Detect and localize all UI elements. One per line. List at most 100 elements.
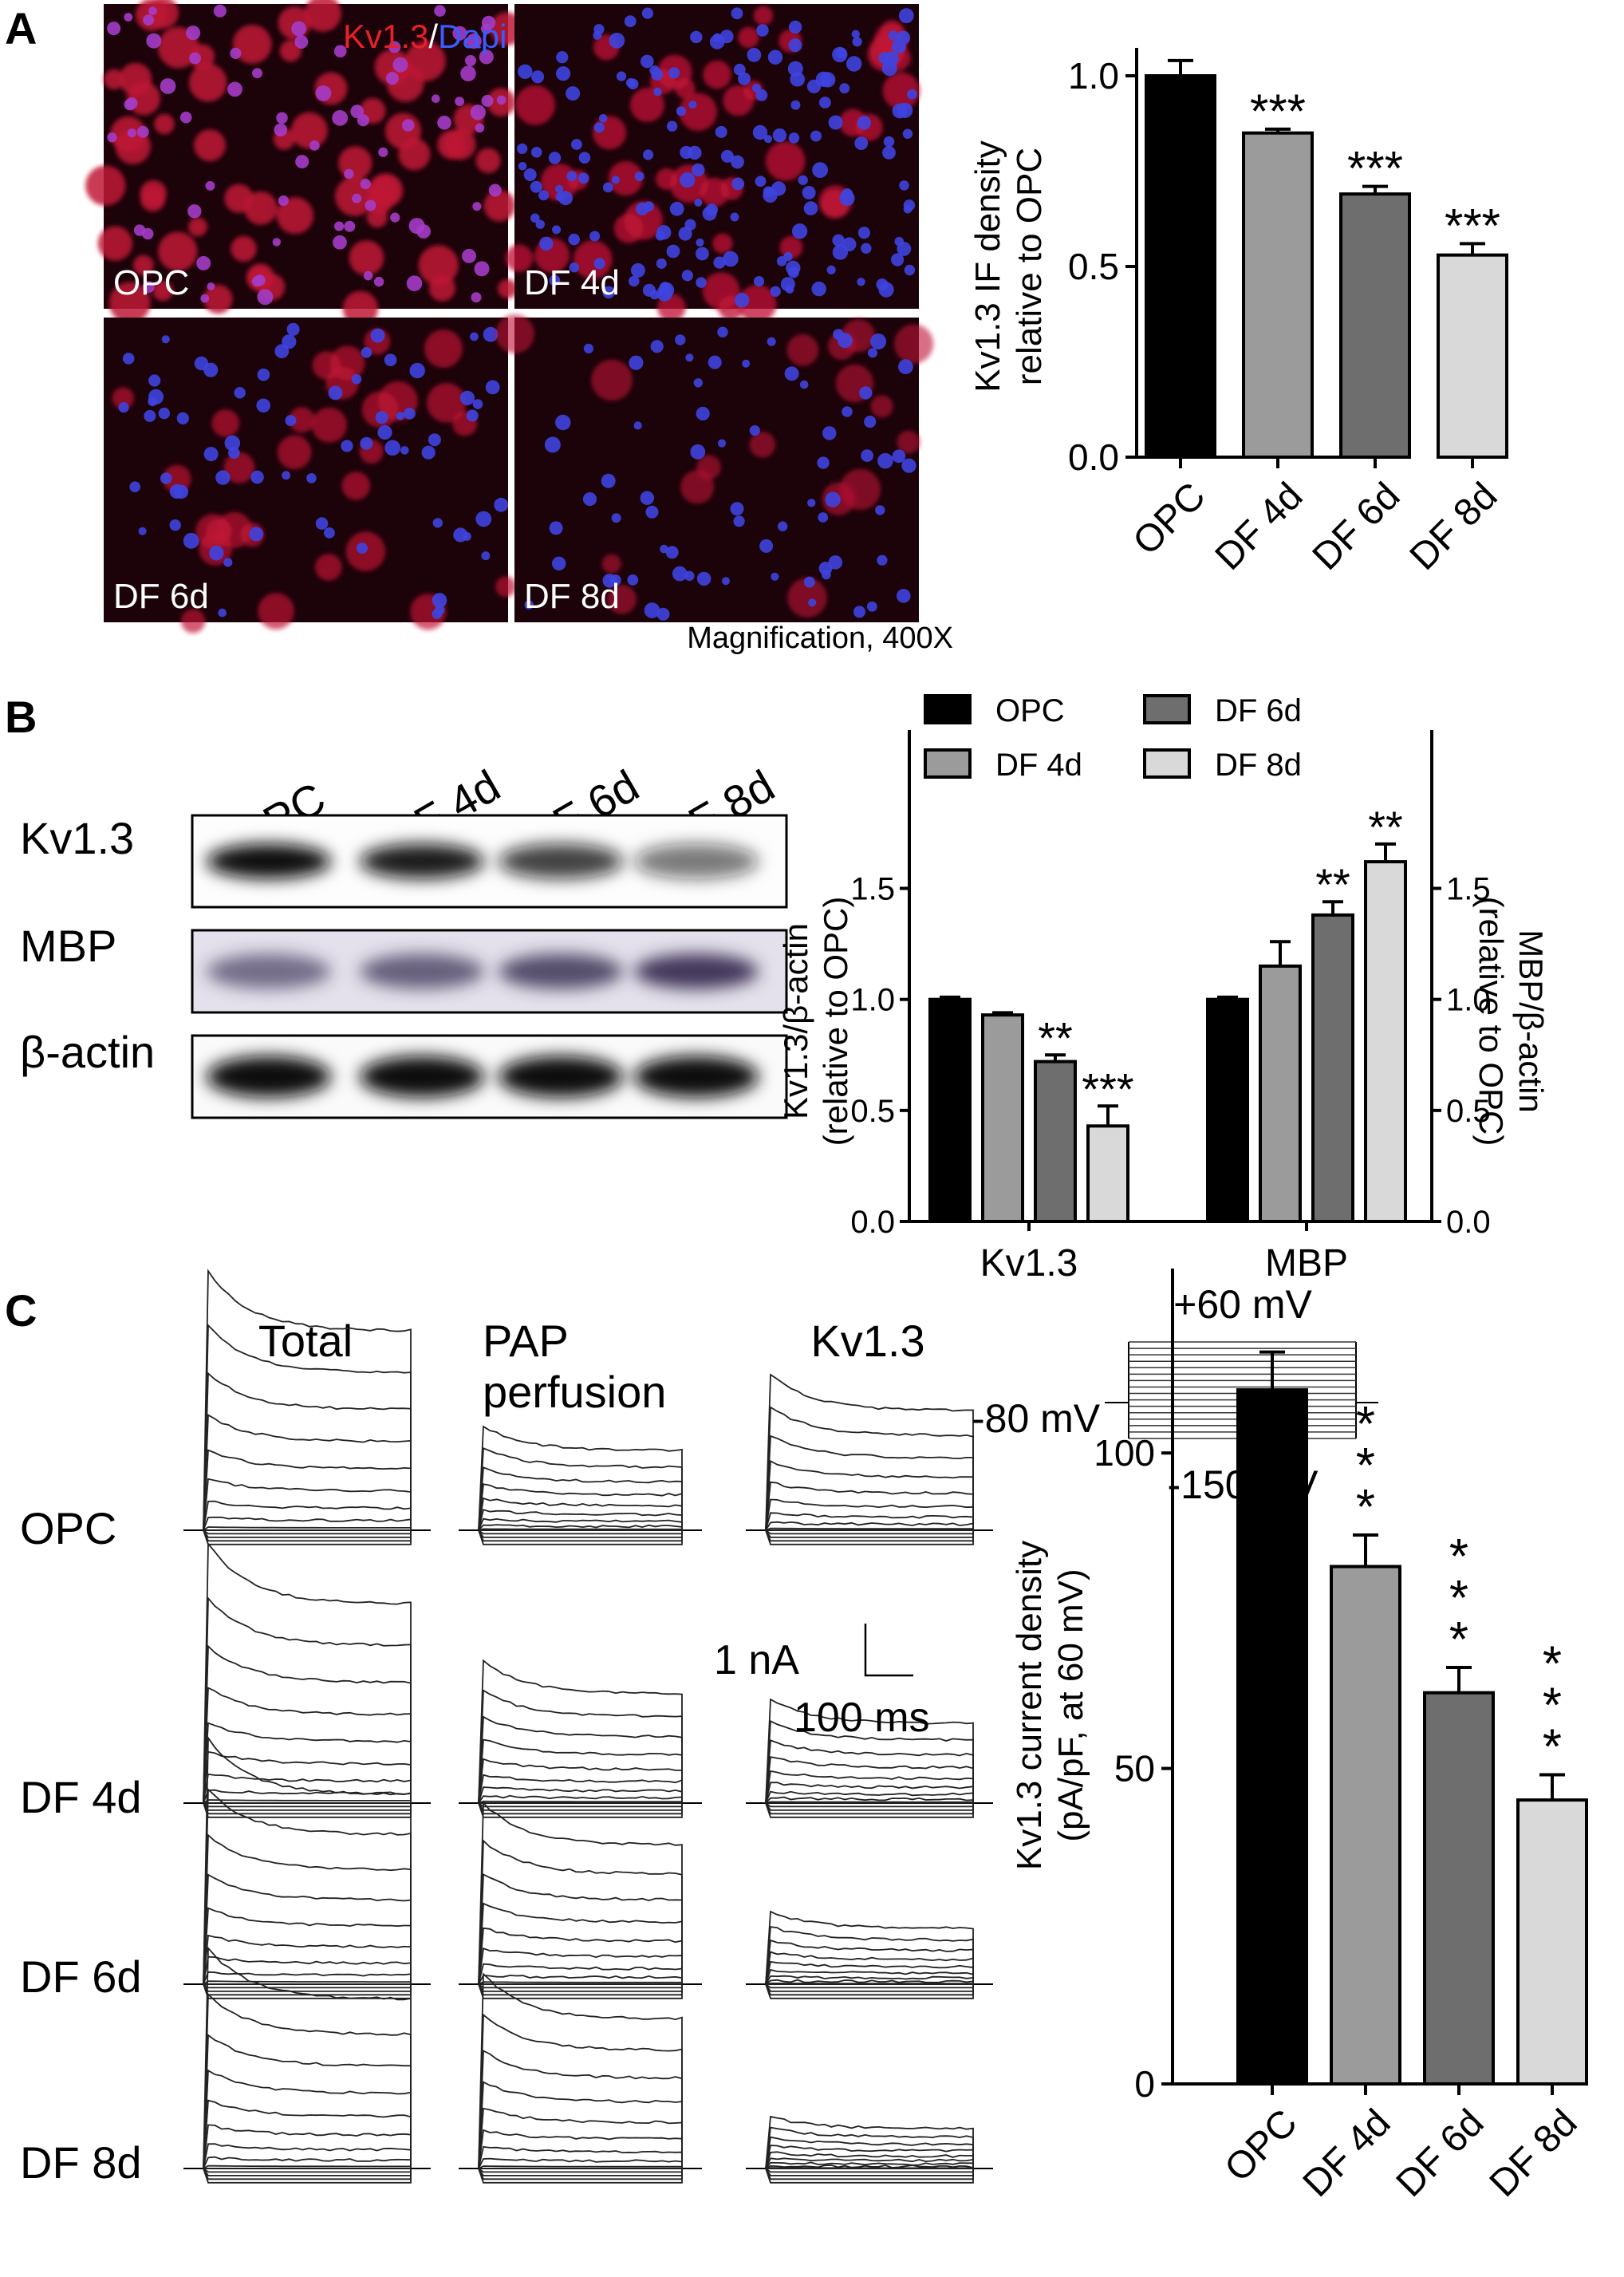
micrograph-label: OPC xyxy=(113,263,189,302)
x-tick-label: DF 6d xyxy=(1389,2101,1492,2205)
significance-stars: ** xyxy=(1315,859,1350,910)
legend-label: OPC xyxy=(995,693,1065,728)
significance-stars: *** xyxy=(1250,85,1306,138)
scale-bar xyxy=(864,1624,913,1677)
panel-letter-a: A xyxy=(5,3,37,53)
y-tick-label: 1.5 xyxy=(850,872,895,907)
stain-label-sep: / xyxy=(428,18,438,55)
y-axis-label-right: MBP/β-actin(relative to OPC) xyxy=(1472,897,1550,1146)
scale-current-label: 1 nA xyxy=(714,1637,799,1683)
scale-time-label: 100 ms xyxy=(794,1695,930,1741)
bar xyxy=(1437,253,1508,459)
legend-label: DF 4d xyxy=(995,748,1082,783)
y-tick-label-right: 1.0 xyxy=(1446,983,1491,1018)
trace-set xyxy=(183,1541,431,1818)
micrograph-label: DF 4d xyxy=(524,263,620,302)
y-tick-label-right: 0.5 xyxy=(1446,1094,1491,1129)
bar xyxy=(1423,1691,1495,2086)
legend-label: DF 8d xyxy=(1215,748,1302,783)
micrograph-tile: OPC xyxy=(85,0,524,327)
significance-stars: *** xyxy=(1356,1397,1375,1535)
micrograph-grid: OPC DF 4d DF 6d DF 8d xyxy=(85,0,934,633)
bar xyxy=(1236,1388,1308,2086)
bar xyxy=(1311,913,1354,1224)
x-tick-label: MBP xyxy=(1265,1242,1348,1285)
blot-band xyxy=(499,1056,623,1098)
bar xyxy=(928,997,972,1223)
stain-label-blue: Dapi xyxy=(438,18,507,55)
chart-b-blot-quantification: 0.0 0.00.5 0.51.0 1.01.5 1.5*****Kv1.3****MB… xyxy=(777,693,1550,1285)
y-tick-label: 0.5 xyxy=(1068,246,1119,287)
bar xyxy=(1330,1565,1401,2086)
current-traces: Total PAP perfusion Kv1.3 OPC DF 4d DF 6d DF 8d… xyxy=(20,1269,993,2188)
blot-band xyxy=(207,953,331,989)
blot-band xyxy=(207,843,331,879)
trace-set xyxy=(183,1735,431,1999)
blot-band xyxy=(634,953,759,989)
significance-stars: *** xyxy=(1543,1636,1562,1774)
x-tick-label: DF 4d xyxy=(1208,475,1311,578)
blot-band xyxy=(634,1056,759,1098)
x-tick-label: DF 6d xyxy=(1305,475,1409,578)
blot-band xyxy=(634,843,759,879)
significance-stars: *** xyxy=(1347,142,1403,195)
trace-row-label: DF 6d xyxy=(20,1951,142,2002)
trace-set xyxy=(459,1972,702,2184)
trace-row-label: DF 4d xyxy=(20,1772,142,1822)
significance-stars: *** xyxy=(1082,1064,1133,1114)
panel-letter-b: B xyxy=(5,692,37,742)
y-tick-label: 50 xyxy=(1114,1748,1155,1790)
legend-label: DF 6d xyxy=(1215,693,1302,728)
blot-band xyxy=(499,843,623,879)
x-tick-label: DF 8d xyxy=(1402,475,1506,578)
micrograph-label: DF 6d xyxy=(113,577,209,616)
y-tick-label-right: 0.0 xyxy=(1446,1205,1491,1240)
trace-set xyxy=(746,2115,993,2184)
trace-set xyxy=(746,1698,993,1818)
blot-row xyxy=(191,929,788,1014)
legend-item: DF 8d xyxy=(1143,748,1302,783)
micrograph-label: DF 8d xyxy=(524,577,620,616)
legend-item: DF 6d xyxy=(1143,693,1302,728)
voltage-protocol: +60 mV-80 mV-150 mV xyxy=(972,1282,1378,1507)
bar xyxy=(1364,860,1407,1223)
micrograph-tile: DF 4d xyxy=(505,4,920,323)
blot-row-label: Kv1.3 xyxy=(20,813,134,863)
trace-col-label: PAP perfusion xyxy=(483,1316,666,1417)
y-tick-label: 1.0 xyxy=(1068,55,1119,97)
y-tick-label: 0.0 xyxy=(1068,436,1119,478)
blot-band xyxy=(360,843,484,879)
bar xyxy=(1242,131,1314,459)
trace-set xyxy=(746,1373,993,1545)
panel-letter-c: C xyxy=(5,1285,37,1336)
y-axis-label-left: Kv1.3/β-actin(relative to OPC) xyxy=(777,897,854,1146)
trace-col-label: Total xyxy=(258,1316,353,1366)
bar xyxy=(1259,964,1302,1223)
blot-band xyxy=(360,1056,484,1098)
trace-set xyxy=(183,1946,431,2184)
y-tick-label: 1.0 xyxy=(850,983,895,1018)
y-tick-label: 0 xyxy=(1134,2063,1155,2105)
stain-label: Kv1.3/Dapi xyxy=(343,18,507,55)
stain-label-red: Kv1.3 xyxy=(343,18,428,55)
micrograph-tile: DF 8d xyxy=(495,314,934,622)
bar xyxy=(1034,1060,1077,1223)
blot-band xyxy=(360,953,484,989)
y-tick-label-right: 1.5 xyxy=(1446,872,1491,907)
bar xyxy=(1516,1798,1588,2086)
bar xyxy=(1339,192,1411,459)
blot-band xyxy=(207,1056,331,1098)
blot-row-label: MBP xyxy=(20,921,116,971)
x-tick-label: DF 4d xyxy=(1295,2101,1399,2205)
bar xyxy=(1086,1124,1129,1223)
trace-set xyxy=(459,1801,702,1999)
significance-stars: ** xyxy=(1368,802,1403,852)
x-tick-label: OPC xyxy=(1125,475,1214,563)
magnification-label: Magnification, 400X xyxy=(687,622,953,655)
x-tick-label: DF 8d xyxy=(1482,2101,1586,2205)
y-axis-label: Kv1.3 current density(pA/pF, at 60 mV) xyxy=(1010,1541,1090,1870)
y-axis-label: Kv1.3 IF densityrelative to OPC xyxy=(968,140,1049,392)
